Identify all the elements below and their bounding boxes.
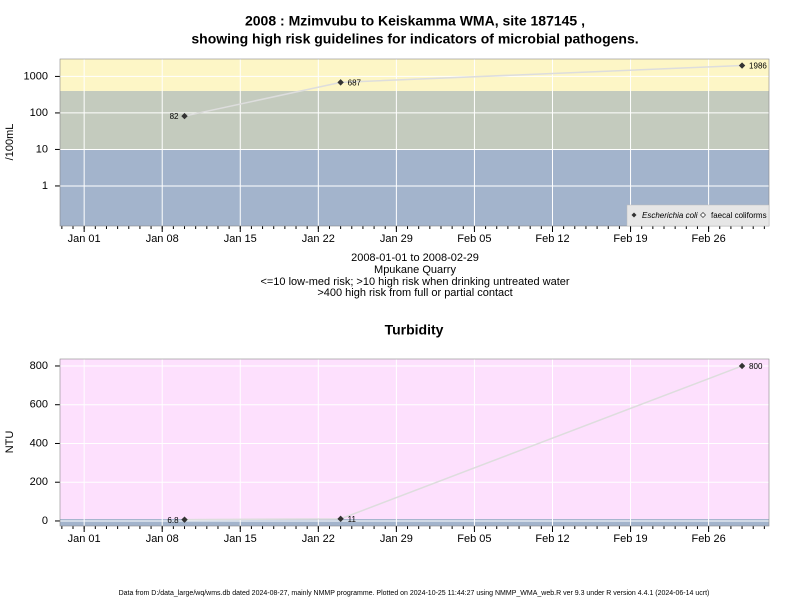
risk-band xyxy=(60,59,769,91)
data-point xyxy=(337,515,344,523)
subtitle: 2008-01-01 to 2008-02-29 xyxy=(351,252,479,264)
risk-band xyxy=(60,519,769,526)
data-point xyxy=(181,516,188,523)
y-tick-label: 10 xyxy=(36,143,48,155)
x-tick-label: Jan 15 xyxy=(224,533,257,545)
risk-band xyxy=(60,90,769,150)
data-label: 800 xyxy=(749,362,763,371)
x-tick-label: Feb 12 xyxy=(535,533,569,545)
subtitle: >400 high risk from full or partial cont… xyxy=(317,287,512,299)
x-tick-label: Feb 26 xyxy=(691,233,725,245)
x-tick-label: Feb 19 xyxy=(613,233,647,245)
x-tick-label: Jan 22 xyxy=(302,533,335,545)
x-tick-label: Jan 08 xyxy=(146,233,179,245)
x-tick-label: Feb 12 xyxy=(535,233,569,245)
subtitle: Mpukane Quarry xyxy=(374,264,456,276)
x-tick-label: Feb 19 xyxy=(613,533,647,545)
x-tick-label: Jan 15 xyxy=(224,233,257,245)
y-axis-label: NTU xyxy=(4,431,16,454)
legend-marker xyxy=(631,212,637,218)
data-point xyxy=(337,79,344,86)
data-point xyxy=(181,112,188,120)
data-point xyxy=(738,62,746,69)
x-tick-label: Feb 05 xyxy=(457,233,491,245)
x-tick-label: Jan 01 xyxy=(68,533,101,545)
x-tick-label: Feb 05 xyxy=(457,533,491,545)
y-tick-label: 1 xyxy=(42,180,48,192)
subtitle: <=10 low-med risk; >10 high risk when dr… xyxy=(260,276,569,288)
data-label: 687 xyxy=(348,78,362,87)
x-tick-label: Jan 08 xyxy=(146,533,179,545)
data-label: 82 xyxy=(170,112,179,121)
data-label: 6.8 xyxy=(167,516,179,525)
legend-marker xyxy=(700,212,706,218)
data-label: 11 xyxy=(348,515,357,524)
y-axis-label: /100mL xyxy=(4,124,16,161)
chart-title: showing high risk guidelines for indicat… xyxy=(191,31,638,47)
y-tick-label: 600 xyxy=(30,399,48,411)
x-tick-label: Jan 01 xyxy=(68,233,101,245)
x-tick-label: Feb 26 xyxy=(691,533,725,545)
chart-title: 2008 : Mzimvubu to Keiskamma WMA, site 1… xyxy=(245,13,585,29)
y-tick-label: 800 xyxy=(30,360,48,372)
legend-box xyxy=(626,204,770,227)
legend-label: Escherichia coli xyxy=(642,211,698,220)
plot-frame xyxy=(59,58,770,227)
y-tick-label: 0 xyxy=(42,515,48,527)
y-tick-label: 400 xyxy=(30,437,48,449)
data-point xyxy=(738,362,746,370)
y-tick-label: 1000 xyxy=(24,70,48,82)
y-tick-label: 200 xyxy=(30,476,48,488)
x-tick-label: Jan 29 xyxy=(380,233,413,245)
legend-label: faecal coliforms xyxy=(711,211,767,220)
x-tick-label: Jan 22 xyxy=(302,233,335,245)
risk-band xyxy=(60,359,769,520)
x-tick-label: Jan 29 xyxy=(380,533,413,545)
chart-title: Turbidity xyxy=(385,322,444,338)
footer: Data from D:/data_large/wq/wms.db dated … xyxy=(119,590,710,597)
y-tick-label: 100 xyxy=(30,107,48,119)
data-label: 1986 xyxy=(749,62,767,71)
plot-frame xyxy=(59,358,770,527)
